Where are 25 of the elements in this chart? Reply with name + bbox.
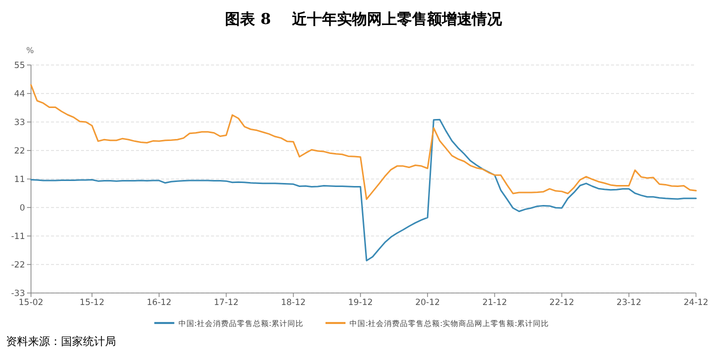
y-tick-label: 44 [14, 90, 25, 100]
x-tick-label: 15-12 [80, 298, 104, 308]
x-tick-label: 22-12 [549, 298, 574, 308]
x-tick-label: 15-02 [18, 298, 44, 308]
y-tick-label: 55 [14, 61, 25, 71]
y-tick-label: 33 [14, 118, 25, 128]
y-tick-label: -22 [11, 260, 25, 270]
x-tick-label: 17-12 [214, 298, 239, 308]
x-tick-label: 21-12 [482, 298, 508, 308]
y-axis-title: % [26, 46, 34, 55]
chart-title: 图表 8 近十年实物网上零售额增速情况 [225, 10, 503, 28]
x-tick-label: 18-12 [280, 298, 306, 308]
x-tick-label: 20-12 [415, 298, 440, 308]
x-tick-label: 19-12 [348, 298, 373, 308]
y-tick-label: 0 [20, 204, 25, 214]
y-tick-label: 11 [14, 175, 25, 185]
x-tick-label: 24-12 [684, 298, 708, 308]
line-series [30, 118, 697, 262]
text: 资料来源：国家统计局 [6, 335, 116, 348]
y-tick-label: -11 [11, 232, 25, 242]
y-tick-label: 22 [14, 146, 25, 156]
y-tick-label: -33 [11, 289, 25, 299]
x-tick-label: 23-12 [616, 298, 642, 308]
x-tick-label: 16-12 [146, 298, 172, 308]
line-series [30, 84, 697, 200]
